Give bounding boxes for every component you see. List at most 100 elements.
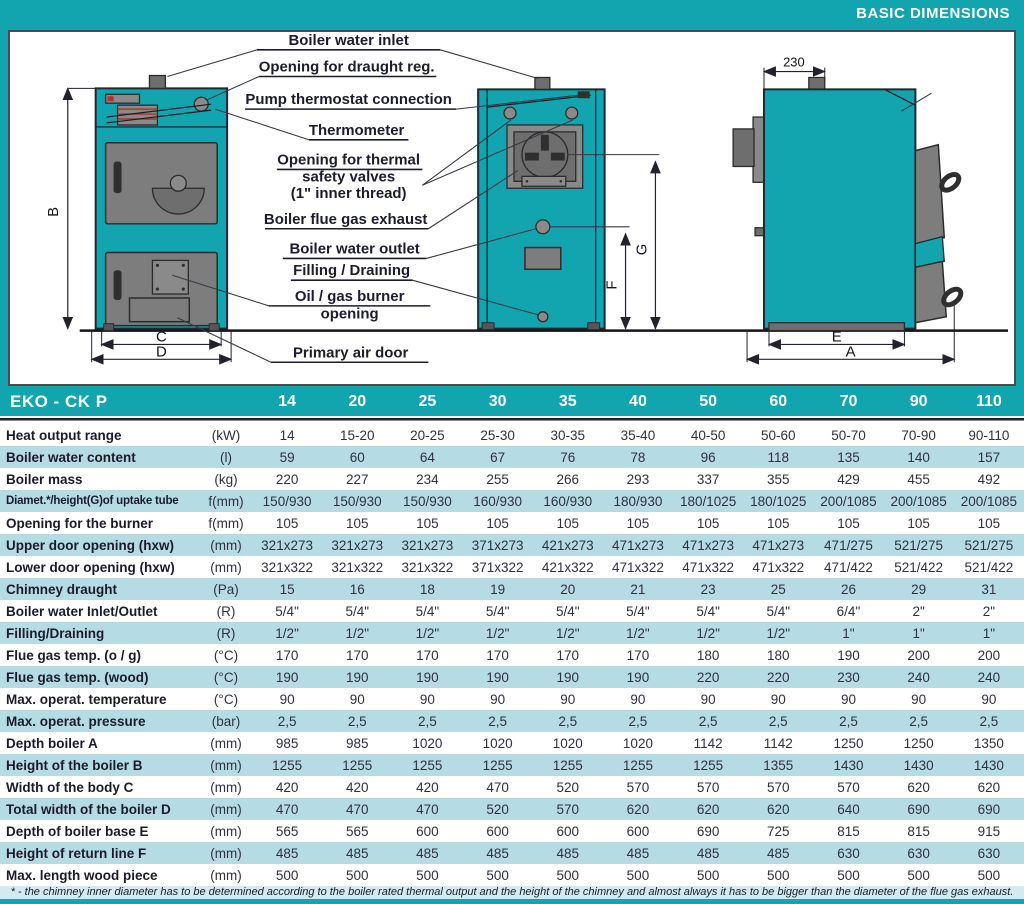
spec-value: 1020 [552, 735, 583, 751]
spec-value: 600 [416, 823, 439, 839]
row-label: Flue gas temp. (wood) [6, 669, 149, 685]
spec-value: 90 [279, 691, 295, 707]
spec-value: 1255 [622, 757, 653, 773]
model-column-header: 90 [883, 388, 954, 416]
spec-value: 90 [560, 691, 576, 707]
model-column-header: 50 [673, 388, 744, 416]
spec-value: 16 [349, 581, 365, 597]
spec-value: 1/2" [485, 625, 510, 641]
thermal-safety-valve-port-left [503, 106, 517, 120]
row-label: Max. length wood piece [6, 867, 158, 883]
callout-boiler-water-inlet: Boiler water inlet [289, 33, 409, 49]
row-label: Depth boiler A [6, 735, 98, 751]
spec-value: 14 [279, 427, 295, 443]
spec-table: EKO - CK P 14 20 25 30 35 40 50 60 70 90 110 Heat … [0, 388, 1024, 886]
spec-value: 420 [416, 779, 439, 795]
spec-value: 485 [696, 845, 720, 861]
spec-value: 19 [490, 581, 506, 597]
spec-value: 1/2" [415, 625, 440, 641]
spec-value: 5/4" [766, 603, 791, 619]
spec-value: 170 [345, 647, 369, 663]
spec-value: 180/1025 [679, 493, 737, 509]
spec-value: 1250 [903, 735, 934, 751]
damper-fan [151, 187, 205, 215]
spec-value: 190 [275, 669, 299, 685]
spec-value: 64 [419, 449, 435, 465]
spec-value: 420 [345, 779, 369, 795]
spec-value: 2,5 [628, 713, 648, 729]
spec-value: 60 [349, 449, 365, 465]
row-label: Upper door opening (hxw) [6, 537, 174, 553]
boiler-drawing: B C D [46, 33, 1009, 365]
thermometer-lever [106, 103, 212, 118]
spec-value: 2,5 [277, 713, 297, 729]
spec-value: 2,5 [347, 713, 367, 729]
spec-value: 500 [416, 867, 439, 883]
spec-value: 1/2" [696, 625, 720, 641]
table-row: Total width of the boiler D (mm) 470 470 470… [0, 798, 1024, 820]
dim-letter-G: G [634, 244, 650, 256]
spec-value: 1255 [552, 757, 583, 773]
row-unit: (mm) [210, 779, 242, 795]
row-label: Total width of the boiler D [6, 801, 171, 817]
spec-value: 470 [416, 801, 439, 817]
spec-value: 2,5 [839, 713, 858, 729]
spec-value: 1255 [342, 757, 373, 773]
row-label: Heat output range [6, 427, 122, 443]
page-title: BASIC DIMENSIONS [0, 0, 1024, 28]
spec-value: 500 [696, 867, 720, 883]
row-unit: (l) [220, 449, 232, 465]
dim-letter-E: E [832, 330, 842, 346]
spec-value: 1/2" [626, 625, 650, 641]
primary-air-door-front [128, 297, 191, 323]
spec-value: 170 [556, 647, 580, 663]
row-unit: (mm) [210, 537, 242, 553]
spec-value: 6/4" [836, 603, 861, 619]
spec-value: 421x322 [541, 559, 594, 575]
spec-value: 105 [907, 515, 930, 531]
spec-value: 21 [630, 581, 646, 597]
spec-value: 500 [345, 867, 369, 883]
table-row: Flue gas temp. (wood) (°C) 190 190 190 190 190… [0, 666, 1024, 688]
row-label: Chimney draught [6, 581, 118, 597]
table-row: Chimney draught (Pa) 15 16 18 19 20 21 23 25 26 29 3… [0, 578, 1024, 600]
row-label: Depth of boiler base E [6, 823, 149, 839]
spec-value: 521/422 [964, 559, 1014, 575]
model-column-header: 110 [953, 388, 1024, 416]
side-body [763, 88, 917, 330]
spec-value: 31 [981, 581, 997, 597]
spec-value: 1020 [412, 735, 443, 751]
spec-value: 521/422 [894, 559, 944, 575]
row-unit: (Pa) [213, 581, 239, 597]
spec-value: 15 [279, 581, 295, 597]
spec-value: 690 [977, 801, 1001, 817]
spec-value: 985 [345, 735, 369, 751]
row-label: Height of the boiler B [6, 757, 143, 773]
callout-labels: Boiler water inlet Opening for draught r… [167, 33, 578, 364]
spec-value: 485 [345, 845, 369, 861]
spec-value: 565 [275, 823, 299, 839]
spec-value: 600 [556, 823, 580, 839]
spec-value: 5/4" [275, 603, 299, 619]
spec-value: 180/930 [613, 493, 663, 509]
row-unit: (mm) [210, 757, 242, 773]
spec-value: 1" [842, 625, 855, 641]
back-cover-plate [524, 246, 562, 271]
row-label: Lower door opening (hxw) [6, 559, 175, 575]
callout-thermal-safety-line2: safety valves [302, 169, 395, 185]
row-unit: f(mm) [208, 493, 244, 509]
table-row: Boiler mass (kg) 220 227 234 255 266 293 337 355 4… [0, 468, 1024, 490]
spec-value: 640 [837, 801, 860, 817]
row-unit: (mm) [210, 867, 242, 883]
model-column-header: 14 [252, 388, 323, 416]
row-unit: (R) [216, 625, 236, 641]
spec-value: 1/2" [766, 625, 791, 641]
table-row: Boiler water content (l) 59 60 64 67 76 78 96 118… [0, 446, 1024, 468]
spec-value: 2,5 [698, 713, 718, 729]
table-row: Heat output range (kW) 14 15-20 20-25 25-30 30… [0, 424, 1024, 446]
row-label: Filling/Draining [6, 625, 105, 641]
spec-value: 500 [837, 867, 860, 883]
water-outlet-port [535, 219, 551, 235]
spec-table-body: Heat output range (kW) 14 15-20 20-25 25-30 30… [0, 424, 1024, 886]
callout-opening-draught-reg: Opening for draught reg. [259, 60, 435, 76]
